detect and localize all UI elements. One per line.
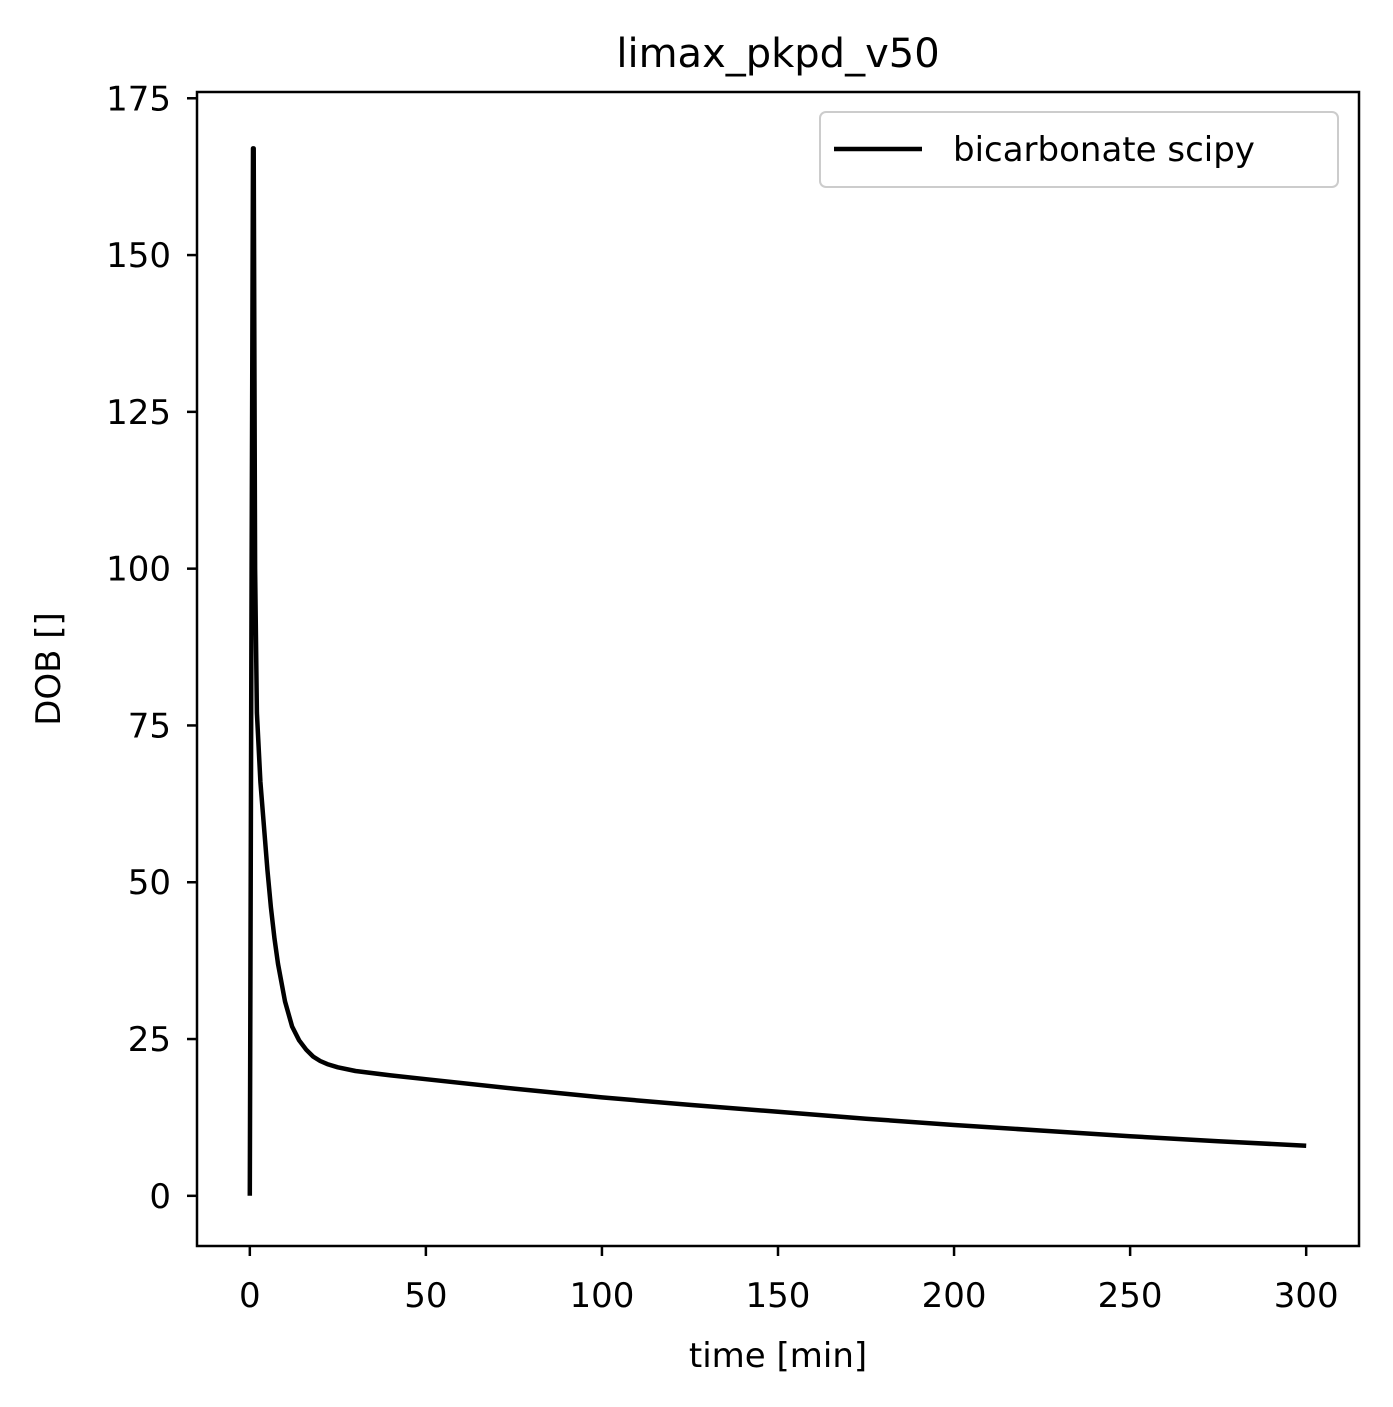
x-axis-ticks: 0 50 100 150 200 250 300 <box>239 1246 1339 1316</box>
chart-title: limax_pkpd_v50 <box>616 31 939 77</box>
x-axis-label: time [min] <box>689 1336 867 1376</box>
x-tick-label: 100 <box>569 1276 634 1316</box>
legend: bicarbonate scipy <box>819 111 1339 188</box>
y-tick-label: 50 <box>128 863 171 903</box>
y-tick-label: 150 <box>106 236 171 276</box>
legend-entry-label: bicarbonate scipy <box>953 130 1255 170</box>
y-tick-label: 25 <box>128 1020 171 1060</box>
y-tick-label: 100 <box>106 550 171 590</box>
series-layer <box>247 146 1307 1196</box>
y-tick-label: 125 <box>106 393 171 433</box>
y-tick-label: 75 <box>128 706 171 746</box>
x-tick-label: 150 <box>746 1276 811 1316</box>
y-tick-label: 0 <box>149 1177 171 1217</box>
x-tick-label: 50 <box>404 1276 447 1316</box>
y-axis-label: DOB [] <box>29 612 69 726</box>
x-tick-label: 250 <box>1098 1276 1163 1316</box>
x-tick-label: 0 <box>239 1276 261 1316</box>
x-tick-label: 200 <box>922 1276 987 1316</box>
series-line-bicarbonate-scipy <box>247 146 1307 1196</box>
y-tick-label: 175 <box>106 79 171 119</box>
legend-box <box>819 111 1339 188</box>
y-axis-ticks: 0 25 50 75 100 125 150 175 <box>106 79 197 1217</box>
x-tick-label: 300 <box>1274 1276 1339 1316</box>
